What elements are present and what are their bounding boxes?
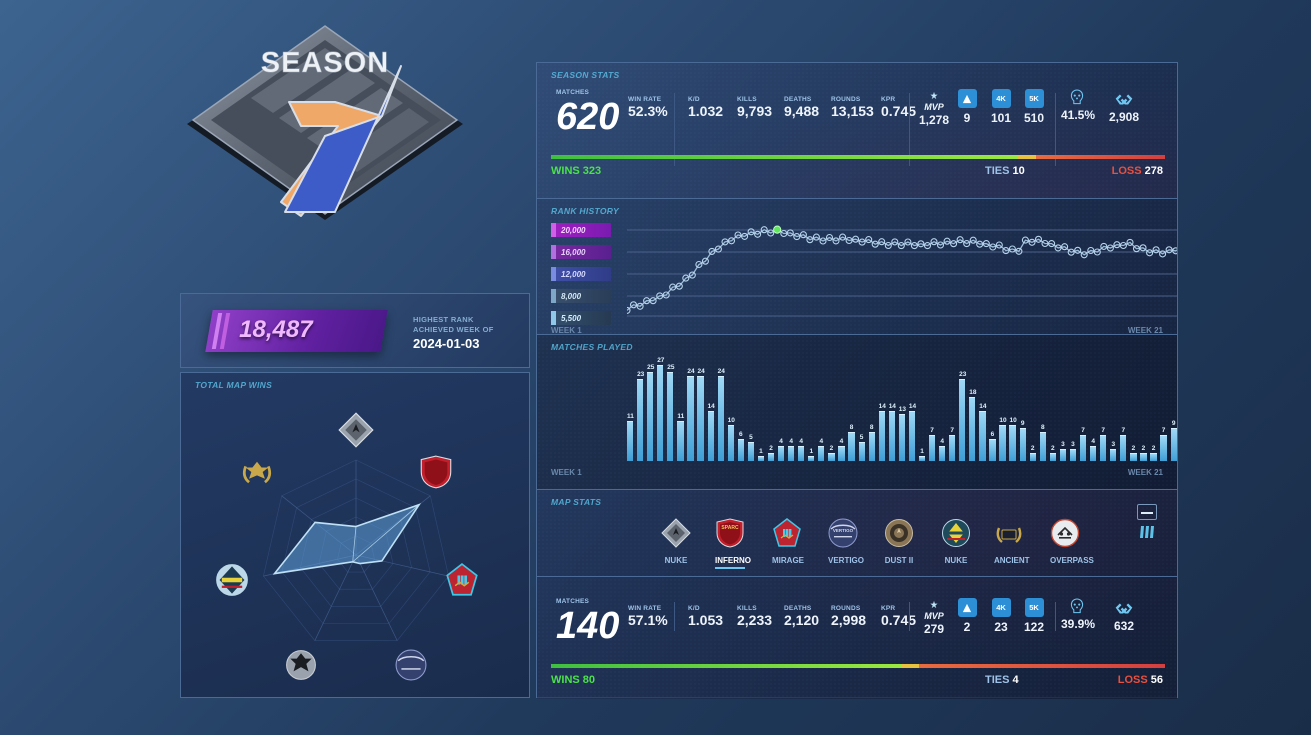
svg-text:SPARC: SPARC: [721, 525, 739, 531]
svg-text:SEASON: SEASON: [261, 47, 389, 79]
svg-text:VERTIGO: VERTIGO: [833, 528, 854, 533]
